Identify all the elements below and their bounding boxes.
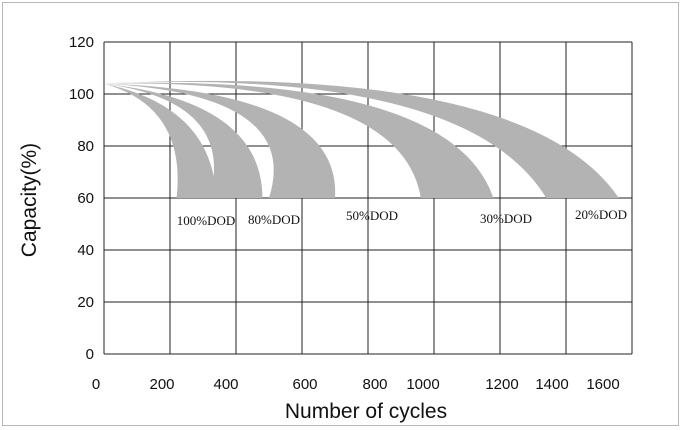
x-tick-label: 1200	[485, 376, 518, 393]
x-tick-label: 1000	[406, 376, 439, 393]
dod-label: 50%DOD	[346, 208, 398, 223]
dod-bands	[104, 80, 619, 198]
y-tick-label: 120	[69, 34, 94, 51]
x-tick-label: 800	[362, 376, 387, 393]
chart-frame	[2, 2, 679, 426]
band-30pct-dod	[104, 82, 494, 198]
dod-label: 20%DOD	[575, 207, 627, 222]
x-tick-label: 0	[92, 376, 100, 393]
band-20pct-dod	[104, 80, 619, 198]
x-tick-label: 1600	[586, 376, 619, 393]
y-tick-label: 20	[77, 294, 94, 311]
y-tick-label: 100	[69, 86, 94, 103]
y-tick-label: 0	[86, 346, 94, 363]
x-tick-label: 600	[292, 376, 317, 393]
dod-label: 100%DOD	[177, 213, 236, 228]
y-axis-title: Capacity(%)	[18, 143, 41, 257]
y-tick-label: 60	[77, 190, 94, 207]
dod-label: 30%DOD	[480, 211, 532, 226]
y-tick-label: 80	[77, 138, 94, 155]
dod-labels: 100%DOD 80%DOD 50%DOD 30%DOD 20%DOD	[177, 207, 627, 228]
dod-label: 80%DOD	[248, 212, 300, 227]
x-tick-label: 400	[213, 376, 238, 393]
x-tick-label: 1400	[535, 376, 568, 393]
band-50pct-dod	[104, 83, 336, 198]
y-tick-label: 40	[77, 242, 94, 259]
x-tick-label: 200	[149, 376, 174, 393]
x-axis-title: Number of cycles	[285, 400, 447, 423]
band-80pct-dod	[104, 83, 263, 198]
band-100pct-dod	[104, 83, 217, 198]
